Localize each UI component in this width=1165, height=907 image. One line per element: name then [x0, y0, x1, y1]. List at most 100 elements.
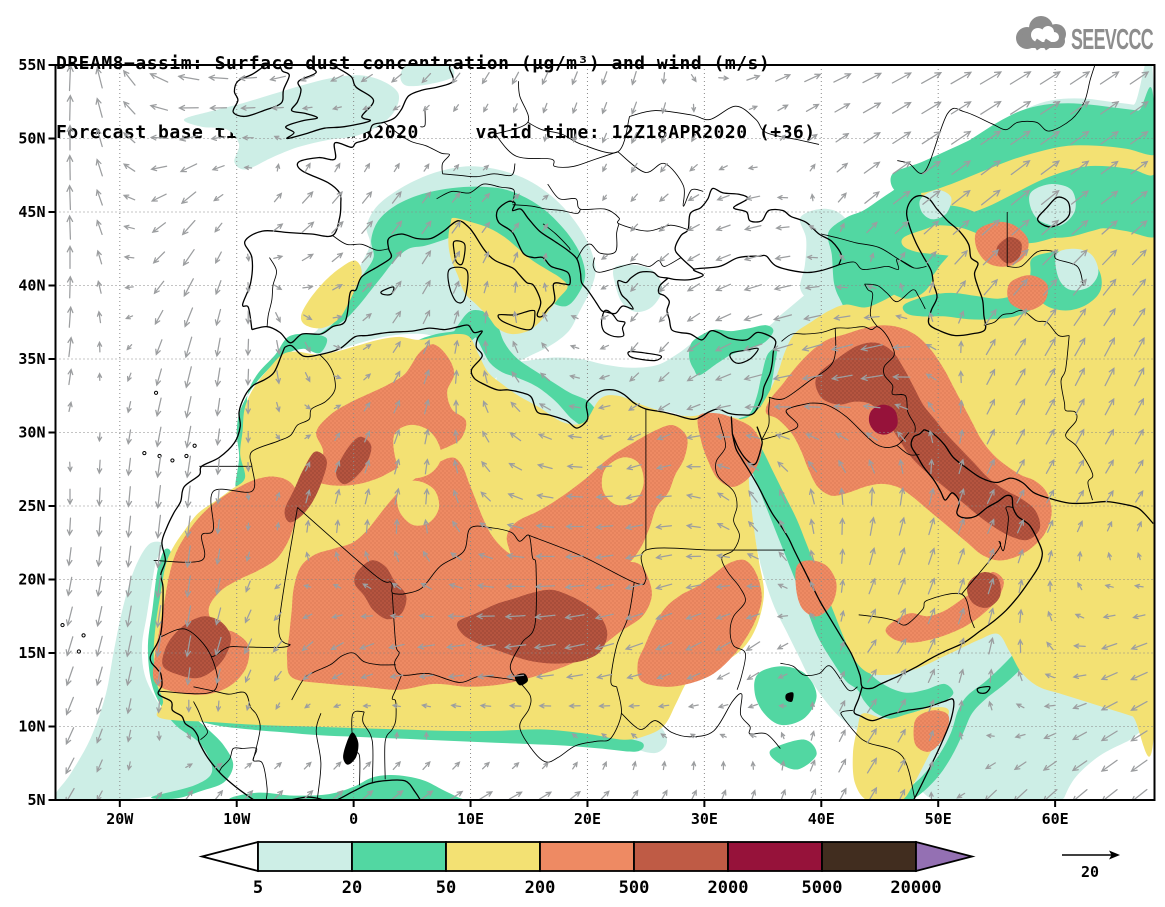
coastline — [730, 416, 734, 435]
field-cyan_5_20 — [400, 65, 455, 87]
y-tick-label-55N: 55N — [18, 56, 45, 74]
y-tick-label-25N: 25N — [18, 497, 45, 515]
field-brick_500_2000 — [996, 236, 1022, 264]
coastline — [731, 429, 1043, 690]
island-outline — [447, 266, 469, 304]
field-green_20_50 — [754, 666, 817, 726]
x-tick-label-20E: 20E — [574, 810, 601, 828]
coastline — [149, 346, 286, 800]
field-salmon_200_500 — [913, 710, 950, 752]
field-white_holes — [661, 732, 895, 800]
country-border — [780, 662, 858, 692]
small-island — [184, 453, 189, 459]
reference-speed-label: 20 — [1081, 863, 1099, 881]
country-border — [193, 701, 208, 741]
small-island — [60, 622, 65, 628]
x-tick-label-40E: 40E — [808, 810, 835, 828]
country-border — [864, 283, 878, 327]
country-border — [858, 592, 975, 629]
field-yellow_50_200 — [448, 217, 568, 335]
y-tick-label-45N: 45N — [18, 203, 45, 221]
country-border — [840, 709, 916, 799]
field-pale_patches — [1029, 184, 1076, 226]
coastline — [923, 429, 1154, 525]
colorbar-arrow-left — [198, 840, 259, 873]
small-island — [76, 649, 81, 654]
country-border — [402, 525, 537, 682]
country-border — [961, 506, 1014, 595]
field-cyan_5_20 — [183, 75, 400, 170]
x-tick-label-0: 0 — [349, 810, 358, 828]
small-island — [157, 453, 162, 459]
country-border — [768, 328, 837, 400]
colorbar-value-200: 200 — [525, 878, 556, 898]
field-cyan_5_20 — [55, 541, 214, 800]
y-tick-label-50N: 50N — [18, 130, 45, 148]
field-green_20_50 — [738, 348, 778, 428]
country-border — [158, 628, 219, 695]
country-border — [897, 65, 1096, 174]
island-outline — [452, 240, 466, 266]
colorbar-value-5: 5 — [253, 878, 263, 898]
x-tick-label-60E: 60E — [1042, 810, 1069, 828]
y-tick-label-20N: 20N — [18, 571, 45, 589]
country-border — [332, 235, 389, 251]
title-line-1: DREAM8−assim: Surface dust concentration… — [56, 53, 771, 74]
coastline — [251, 200, 840, 344]
colorbar-value-5000: 5000 — [802, 878, 843, 898]
y-tick-label-30N: 30N — [18, 424, 45, 442]
field-green_20_50 — [689, 325, 774, 376]
country-border — [362, 711, 374, 783]
small-island — [192, 443, 197, 448]
country-border — [542, 223, 571, 251]
country-border — [436, 183, 515, 204]
country-border — [297, 507, 403, 595]
colorbar-legend: 5 20 50 200 500 2000 5000 20000 — [198, 840, 976, 898]
field-yellow_50_200 — [300, 260, 362, 329]
lake — [514, 673, 528, 686]
field-green_20_50 — [450, 309, 599, 427]
field-green_20_50 — [769, 739, 817, 770]
field-green_20_50 — [229, 774, 467, 800]
axis-ticks-and-labels: 20W 10W 0 10E 20E 30E 40E 50E 60E 55N 50N 45N 40N 35N… — [18, 56, 1068, 828]
field-green_20_50 — [161, 697, 644, 752]
country-border — [193, 686, 261, 761]
field-green_streaks — [852, 251, 933, 299]
country-border — [527, 116, 631, 154]
country-border — [610, 582, 635, 688]
field-brick_500_2000 — [815, 342, 1041, 541]
country-border — [592, 257, 682, 273]
country-border — [351, 710, 365, 786]
coastline — [905, 195, 987, 337]
colorbar-segment — [821, 841, 917, 872]
country-border — [249, 354, 336, 467]
colorbar-segment — [257, 841, 353, 872]
country-border — [761, 397, 771, 440]
country-border — [838, 258, 914, 270]
coastline — [1036, 196, 1071, 228]
coastline — [232, 65, 290, 118]
small-island — [153, 390, 159, 395]
dust-concentration-fields — [55, 65, 1155, 800]
small-island — [170, 458, 175, 463]
colorbar-value-20000: 20000 — [890, 878, 941, 898]
gridlines — [55, 65, 1155, 800]
field-white_holes — [1060, 726, 1155, 800]
island-outline — [976, 685, 991, 694]
country-border — [512, 204, 581, 214]
field-green_streaks — [902, 292, 1033, 320]
coastline — [285, 65, 375, 140]
country-border — [442, 163, 516, 178]
country-border — [576, 223, 620, 260]
colorbar-value-50: 50 — [436, 878, 456, 898]
field-yellow_50_200 — [920, 122, 1155, 217]
country-border — [494, 133, 619, 168]
field-green_20_50 — [147, 548, 234, 800]
island-outline — [600, 309, 626, 338]
coastline — [284, 277, 777, 429]
colorbar-value-2000: 2000 — [708, 878, 749, 898]
field-pale_patches — [1055, 248, 1099, 291]
country-border — [983, 309, 1070, 337]
country-border — [315, 713, 322, 799]
country-border — [621, 693, 781, 749]
